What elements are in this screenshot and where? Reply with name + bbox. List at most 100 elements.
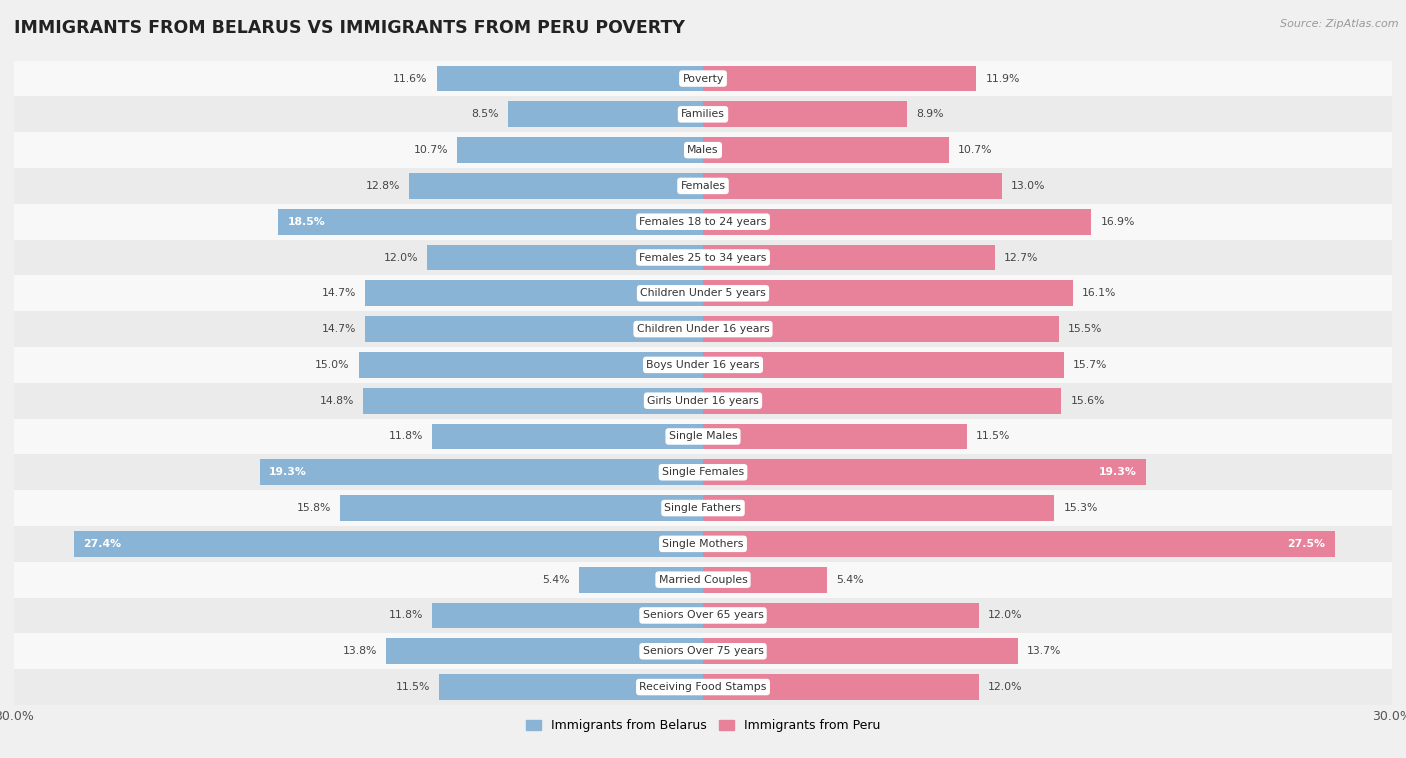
Text: Receiving Food Stamps: Receiving Food Stamps — [640, 682, 766, 692]
Text: 11.9%: 11.9% — [986, 74, 1019, 83]
Text: Seniors Over 75 years: Seniors Over 75 years — [643, 647, 763, 656]
Text: 15.6%: 15.6% — [1070, 396, 1105, 406]
Text: 11.5%: 11.5% — [976, 431, 1011, 441]
Text: 27.4%: 27.4% — [83, 539, 121, 549]
Text: 11.5%: 11.5% — [395, 682, 430, 692]
Bar — [14, 312, 1392, 347]
Bar — [14, 347, 1392, 383]
Text: Families: Families — [681, 109, 725, 119]
Bar — [14, 597, 1392, 634]
Text: 27.5%: 27.5% — [1288, 539, 1326, 549]
Bar — [703, 316, 1059, 342]
Bar — [703, 208, 1091, 235]
Text: 11.6%: 11.6% — [394, 74, 427, 83]
Bar — [14, 383, 1392, 418]
Bar — [260, 459, 703, 485]
Bar — [703, 388, 1062, 414]
Text: 16.1%: 16.1% — [1083, 288, 1116, 299]
Bar — [703, 638, 1018, 664]
Text: IMMIGRANTS FROM BELARUS VS IMMIGRANTS FROM PERU POVERTY: IMMIGRANTS FROM BELARUS VS IMMIGRANTS FR… — [14, 19, 685, 37]
Bar — [703, 567, 827, 593]
Text: Seniors Over 65 years: Seniors Over 65 years — [643, 610, 763, 621]
Bar — [703, 102, 907, 127]
Text: Source: ZipAtlas.com: Source: ZipAtlas.com — [1281, 19, 1399, 29]
Bar — [73, 531, 703, 556]
Bar — [340, 495, 703, 521]
Bar — [14, 168, 1392, 204]
Text: Females 25 to 34 years: Females 25 to 34 years — [640, 252, 766, 262]
Text: 14.7%: 14.7% — [322, 288, 356, 299]
Bar — [366, 280, 703, 306]
Bar — [366, 316, 703, 342]
Text: 15.0%: 15.0% — [315, 360, 349, 370]
Legend: Immigrants from Belarus, Immigrants from Peru: Immigrants from Belarus, Immigrants from… — [520, 714, 886, 738]
Bar — [457, 137, 703, 163]
Bar — [432, 603, 703, 628]
Bar — [703, 459, 1146, 485]
Bar — [703, 137, 949, 163]
Bar — [439, 674, 703, 700]
Text: Single Mothers: Single Mothers — [662, 539, 744, 549]
Text: Boys Under 16 years: Boys Under 16 years — [647, 360, 759, 370]
Text: Single Females: Single Females — [662, 467, 744, 478]
Text: 10.7%: 10.7% — [957, 145, 993, 155]
Bar — [363, 388, 703, 414]
Bar — [278, 208, 703, 235]
Bar — [703, 173, 1001, 199]
Bar — [14, 454, 1392, 490]
Text: 19.3%: 19.3% — [269, 467, 307, 478]
Bar — [703, 424, 967, 449]
Text: 12.0%: 12.0% — [988, 682, 1022, 692]
Text: 12.7%: 12.7% — [1004, 252, 1038, 262]
Bar — [703, 674, 979, 700]
Bar — [427, 245, 703, 271]
Text: Married Couples: Married Couples — [658, 575, 748, 584]
Bar — [14, 669, 1392, 705]
Text: Single Fathers: Single Fathers — [665, 503, 741, 513]
Text: Females 18 to 24 years: Females 18 to 24 years — [640, 217, 766, 227]
Text: Children Under 16 years: Children Under 16 years — [637, 324, 769, 334]
Text: Males: Males — [688, 145, 718, 155]
Bar — [14, 526, 1392, 562]
Bar — [14, 96, 1392, 132]
Bar — [14, 275, 1392, 312]
Text: 11.8%: 11.8% — [388, 610, 423, 621]
Bar — [432, 424, 703, 449]
Text: Females: Females — [681, 181, 725, 191]
Bar — [703, 531, 1334, 556]
Text: 11.8%: 11.8% — [388, 431, 423, 441]
Bar — [387, 638, 703, 664]
Bar — [508, 102, 703, 127]
Bar — [703, 280, 1073, 306]
Text: 12.0%: 12.0% — [988, 610, 1022, 621]
Text: 13.8%: 13.8% — [343, 647, 377, 656]
Bar — [14, 490, 1392, 526]
Bar — [14, 418, 1392, 454]
Text: 5.4%: 5.4% — [543, 575, 569, 584]
Bar — [703, 603, 979, 628]
Text: 15.7%: 15.7% — [1073, 360, 1107, 370]
Text: 14.8%: 14.8% — [319, 396, 354, 406]
Text: 5.4%: 5.4% — [837, 575, 863, 584]
Bar — [703, 66, 976, 92]
Bar — [14, 240, 1392, 275]
Text: 15.8%: 15.8% — [297, 503, 330, 513]
Bar — [409, 173, 703, 199]
Bar — [703, 495, 1054, 521]
Text: Children Under 5 years: Children Under 5 years — [640, 288, 766, 299]
Bar — [14, 132, 1392, 168]
Bar — [14, 634, 1392, 669]
Text: Girls Under 16 years: Girls Under 16 years — [647, 396, 759, 406]
Text: 8.5%: 8.5% — [471, 109, 499, 119]
Bar — [359, 352, 703, 377]
Bar — [14, 204, 1392, 240]
Bar — [703, 352, 1063, 377]
Text: 18.5%: 18.5% — [287, 217, 325, 227]
Text: Single Males: Single Males — [669, 431, 737, 441]
Text: Poverty: Poverty — [682, 74, 724, 83]
Text: 12.8%: 12.8% — [366, 181, 399, 191]
Text: 19.3%: 19.3% — [1099, 467, 1137, 478]
Text: 15.5%: 15.5% — [1069, 324, 1102, 334]
Text: 8.9%: 8.9% — [917, 109, 943, 119]
Text: 13.7%: 13.7% — [1026, 647, 1062, 656]
